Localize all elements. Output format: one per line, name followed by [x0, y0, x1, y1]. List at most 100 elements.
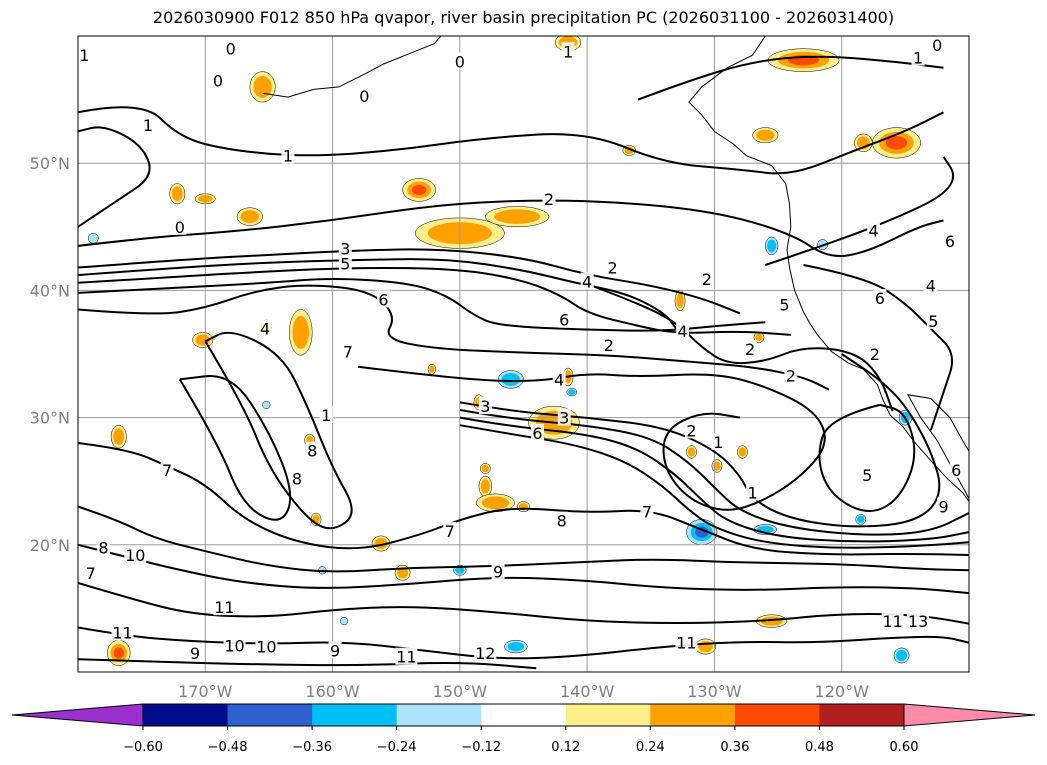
colorbar-tick-label: 0.12	[551, 740, 580, 755]
contour-label: 0	[175, 218, 185, 237]
precip-anomaly-patch	[481, 464, 489, 473]
precip-anomaly-patch	[411, 184, 427, 195]
contour-label-bg	[258, 319, 272, 337]
precip-anomaly-patch	[240, 210, 260, 224]
colorbar-tick-label: −0.24	[377, 740, 417, 755]
contour-label: 2	[702, 270, 712, 289]
map-frame	[77, 35, 970, 673]
colorbar-segment	[227, 704, 313, 726]
precip-anomaly-patch	[397, 567, 409, 579]
contour-label: 2	[786, 367, 796, 386]
contour-label-bg	[281, 146, 295, 164]
precip-anomaly-patch	[171, 186, 183, 202]
contour-label: 2	[870, 345, 880, 364]
contour-label-bg	[188, 643, 202, 661]
contour-label: 7	[162, 461, 172, 480]
contour-label-bg	[376, 290, 390, 308]
qvapor-contour-2	[818, 403, 916, 513]
qvapor-contour-5	[78, 277, 766, 332]
contour-label: 4	[678, 322, 688, 341]
contour-label: 2	[604, 336, 614, 355]
contour-label-bg	[341, 342, 355, 360]
contour-label: 9	[938, 498, 948, 517]
precip-anomaly-patch	[713, 461, 721, 471]
contour-label-bg	[937, 497, 951, 515]
contour-label: 11	[396, 648, 416, 667]
colorbar-tick-label: −0.48	[208, 740, 248, 755]
precip-anomaly-patch	[113, 647, 124, 659]
alaska-coastline	[262, 36, 442, 98]
contour-label-bg	[676, 322, 690, 340]
contour-label: 5	[862, 466, 872, 485]
contour-label-bg	[255, 637, 278, 655]
contour-label-bg	[860, 465, 874, 483]
contour-label: 4	[926, 276, 936, 295]
contour-label-bg	[338, 239, 352, 257]
contour-label-bg	[926, 311, 940, 329]
contour-label: 10	[224, 636, 244, 655]
precip-anomaly-patch	[262, 400, 271, 409]
colorbar-tick-label: −0.12	[461, 740, 501, 755]
colorbar-segment	[481, 704, 567, 726]
contour-label-bg	[328, 641, 342, 659]
contour-label-bg	[711, 432, 725, 450]
contour-label-bg	[478, 397, 492, 415]
latitude-tick-label: 40°N	[30, 281, 70, 300]
precip-anomaly-patch	[738, 447, 747, 457]
contour-label-bg	[491, 562, 505, 580]
contour-label-bg	[78, 46, 91, 64]
contour-label: 12	[475, 644, 495, 663]
colorbar-tick-label: 0.60	[890, 740, 919, 755]
precip-anomaly-patch	[339, 617, 349, 626]
contour-label-bg	[640, 502, 654, 520]
contour-label-bg	[111, 623, 134, 641]
contour-label: 0	[359, 87, 369, 106]
longitude-tick-label: 170°W	[178, 682, 233, 701]
contour-label-bg	[685, 421, 699, 439]
precip-anomaly-patch	[253, 75, 272, 98]
contour-label: 2	[544, 190, 554, 209]
contour-label-bg	[223, 636, 246, 654]
contour-label-bg	[743, 339, 757, 357]
colorbar-segment	[819, 704, 905, 726]
contour-label-bg	[873, 289, 887, 307]
qvapor-contour-8	[178, 374, 292, 521]
contour-label: 6	[378, 290, 388, 309]
contour-label-bg	[160, 460, 174, 478]
contour-label-bg	[557, 310, 571, 328]
contour-label: 1	[713, 433, 723, 452]
contour-label-bg	[580, 272, 594, 290]
contour-label-bg	[96, 538, 110, 556]
precip-anomaly-patch	[896, 649, 908, 661]
contour-label: 3	[480, 397, 490, 416]
colorbar-over-extension	[903, 703, 1036, 727]
contour-label-bg	[555, 511, 569, 529]
precip-anomaly-patch	[755, 333, 763, 342]
qvapor-contour-2	[78, 199, 944, 258]
precip-anomaly-patch	[857, 515, 865, 524]
contour-label: 1	[283, 147, 293, 166]
precip-anomaly-patch	[87, 232, 99, 244]
qvapor-contour-5	[459, 416, 969, 543]
precip-anomaly-patch	[756, 129, 775, 141]
qvapor-contour-12	[78, 658, 537, 670]
contour-label-bg	[746, 483, 760, 501]
contour-label: 0	[226, 40, 236, 59]
qvapor-contour-6	[764, 156, 955, 266]
contour-label-bg	[557, 408, 571, 426]
contour-label-bg	[319, 406, 333, 424]
contour-label: 0	[932, 36, 942, 55]
contour-label-bg	[224, 39, 238, 57]
contour-label: 4	[554, 370, 564, 389]
contour-label-bg	[357, 86, 371, 104]
contour-label: 11	[676, 634, 696, 653]
contour-label-bg	[542, 189, 556, 207]
contour-label-bg	[930, 36, 944, 53]
precip-anomaly-patch	[767, 239, 777, 253]
contour-label: 7	[642, 503, 652, 522]
north-america-coastline	[688, 36, 969, 503]
latitude-tick-label: 50°N	[30, 154, 70, 173]
contour-label-bg	[552, 370, 566, 388]
contour-label-bg	[474, 643, 497, 661]
